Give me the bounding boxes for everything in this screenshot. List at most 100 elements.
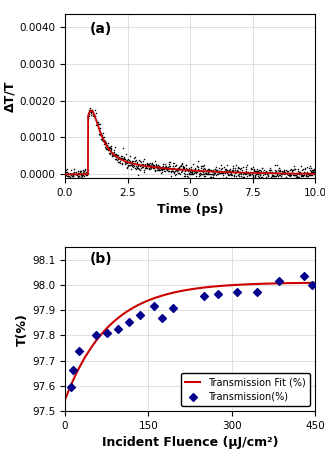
Point [114,153,119,161]
Transmission(%) [215,290,221,298]
Point [82,166,87,173]
Point [307,166,312,174]
Point [224,166,229,174]
Point [128,166,133,173]
Point [131,162,136,169]
Point [149,160,154,167]
Point [93,116,98,123]
Point [91,111,97,118]
Point [232,164,237,171]
Point [123,160,128,167]
Point [271,171,276,179]
Point [293,171,298,178]
Point [279,170,284,178]
Point [301,173,306,180]
Point [225,168,230,175]
Point [116,154,122,161]
Transmission(%) [202,292,207,300]
Point [206,166,211,174]
Point [222,175,227,182]
Transmission(%) [171,304,176,311]
Point [288,170,293,178]
Point [96,121,101,128]
Point [230,164,235,172]
Point [218,170,223,177]
Point [183,162,188,169]
Point [208,170,214,177]
Point [133,157,138,164]
Point [228,170,233,177]
Point [289,169,294,176]
Point [273,169,278,176]
Point [282,170,287,177]
Point [287,169,292,176]
Point [146,164,151,172]
Point [253,168,258,175]
Point [231,163,236,170]
Point [113,156,118,163]
Point [190,161,196,168]
Point [273,161,278,169]
Point [152,162,157,169]
Point [309,164,314,172]
Point [294,173,299,181]
Point [213,171,218,179]
Point [97,120,102,128]
Point [220,174,226,182]
Point [247,171,253,179]
Point [73,168,79,176]
Point [177,162,183,170]
Point [129,157,134,164]
Point [87,106,92,114]
Point [104,141,109,148]
Point [78,168,83,175]
Point [297,170,303,177]
Point [79,170,84,177]
Point [108,147,113,154]
Point [253,167,258,175]
Point [63,166,69,173]
Point [243,163,249,170]
Point [81,170,86,177]
Point [174,166,179,173]
Point [225,168,230,175]
Point [231,171,236,178]
Point [172,167,177,175]
Point [290,167,295,175]
Point [130,157,135,164]
Point [71,171,76,179]
Point [279,170,284,177]
Point [199,163,204,170]
Point [105,143,110,151]
Point [150,159,155,167]
Point [139,164,145,171]
Point [308,172,313,179]
Legend: Transmission Fit (%), Transmission(%): Transmission Fit (%), Transmission(%) [181,373,310,406]
Point [117,155,123,162]
Point [65,172,71,180]
Point [132,159,137,166]
Point [94,119,99,126]
Point [211,168,216,176]
Point [236,164,241,171]
Point [92,112,98,120]
Point [245,169,251,176]
Point [274,169,280,176]
Point [183,167,188,175]
Point [172,162,177,169]
Point [250,174,255,181]
Point [225,161,230,169]
Point [251,166,256,174]
Point [89,108,94,116]
Point [79,168,84,175]
Point [123,159,128,167]
Point [215,167,220,174]
Transmission Fit (%) [313,280,317,286]
Point [95,124,100,132]
Point [124,158,129,165]
Point [138,158,143,165]
Point [186,167,191,174]
Point [161,164,166,172]
Point [74,171,80,179]
Point [89,106,95,114]
